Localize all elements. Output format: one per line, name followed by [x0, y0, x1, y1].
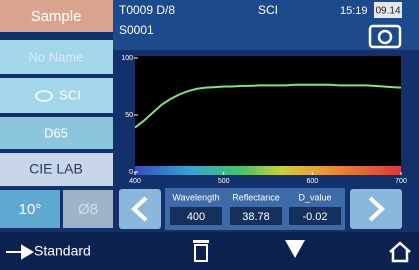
aperture-label: Ø8: [78, 201, 98, 218]
name-label: No Name: [29, 49, 84, 64]
sample-label: Sample: [31, 8, 82, 25]
reflectance-value: 38.78: [242, 211, 270, 223]
y-tick-label: 100: [121, 55, 133, 62]
spec-label: SCI: [59, 87, 81, 102]
dvalue-value: -0.02: [302, 211, 327, 223]
y-tick-label: 50: [125, 112, 133, 119]
page: Sample No Name SCI D65 CIE LAB 10° Ø8 T0…: [0, 0, 419, 270]
wavelength-value: 400: [187, 211, 205, 223]
x-tick-label: 700: [395, 178, 407, 185]
dvalue-label: D_value: [298, 192, 331, 202]
time: 15:19: [340, 5, 368, 17]
reflectance-label: Reflectance: [232, 192, 280, 202]
plot-area: [135, 56, 401, 172]
sample-id: S0001: [119, 23, 154, 37]
prev-button[interactable]: [119, 189, 161, 229]
illuminant-label: D65: [44, 125, 68, 140]
standard-button[interactable]: Standard: [34, 243, 91, 259]
y-tick-label: 0: [129, 169, 133, 176]
spec-button[interactable]: [0, 78, 113, 113]
wavelength-label: Wavelength: [172, 192, 219, 202]
x-tick-label: 600: [306, 178, 318, 185]
color-space-label: CIE LAB: [29, 161, 83, 177]
x-tick-label: 400: [129, 178, 141, 185]
test-id: T0009 D/8: [119, 3, 175, 17]
observer-label: 10°: [19, 201, 42, 218]
spectrum-bar: [135, 166, 401, 175]
date: 09.14: [375, 6, 400, 17]
mode: SCI: [258, 3, 278, 17]
x-tick-label: 500: [218, 178, 230, 185]
screen: Sample No Name SCI D65 CIE LAB 10° Ø8 T0…: [0, 0, 419, 270]
next-button[interactable]: [350, 189, 402, 229]
